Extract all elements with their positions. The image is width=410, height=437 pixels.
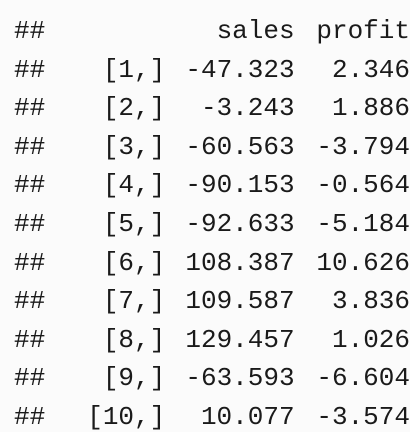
row-index: [8,] — [102, 324, 166, 355]
table-row: ## [8,] 129.457 1.026 — [0, 321, 410, 360]
table-row: ## [10,] 10.077 -3.574 — [0, 398, 410, 437]
profit-value: -0.564 — [316, 170, 410, 201]
sales-value: -3.243 — [200, 93, 295, 124]
profit-value: 1.026 — [331, 324, 410, 355]
profit-value: 2.346 — [331, 54, 410, 85]
comment-prefix: ## — [14, 363, 46, 394]
sales-value: 109.587 — [185, 286, 295, 317]
header-row: ## sales profit — [0, 12, 410, 51]
header-profit: profit — [316, 16, 410, 46]
profit-value: 3.836 — [331, 286, 410, 317]
row-index: [7,] — [102, 286, 166, 317]
sales-value: 129.457 — [185, 324, 295, 355]
sales-value: 10.077 — [200, 401, 295, 432]
profit-value: -5.184 — [316, 208, 410, 239]
row-index: [2,] — [102, 93, 166, 124]
sales-value: 108.387 — [185, 247, 295, 278]
profit-value: -3.794 — [316, 131, 410, 162]
table-row: ## [2,] -3.243 1.886 — [0, 89, 410, 128]
table-row: ## [1,] -47.323 2.346 — [0, 51, 410, 90]
table-row: ## [6,] 108.387 10.626 — [0, 244, 410, 283]
comment-prefix: ## — [14, 247, 46, 278]
comment-prefix: ## — [14, 324, 46, 355]
comment-prefix: ## — [14, 286, 46, 317]
table-row: ## [9,] -63.593 -6.604 — [0, 359, 410, 398]
row-index: [5,] — [102, 208, 166, 239]
row-index: [3,] — [102, 131, 166, 162]
comment-prefix: ## — [14, 208, 46, 239]
table-row: ## [3,] -60.563 -3.794 — [0, 128, 410, 167]
table-row: ## [5,] -92.633 -5.184 — [0, 205, 410, 244]
sales-value: -47.323 — [185, 54, 295, 85]
row-index: [10,] — [87, 401, 166, 432]
profit-value: 1.886 — [331, 93, 410, 124]
sales-value: -63.593 — [185, 363, 295, 394]
comment-prefix: ## — [14, 54, 46, 85]
profit-value: -6.604 — [316, 363, 410, 394]
comment-prefix: ## — [14, 16, 46, 46]
comment-prefix: ## — [14, 401, 46, 432]
table-row: ## [4,] -90.153 -0.564 — [0, 166, 410, 205]
row-index: [6,] — [102, 247, 166, 278]
comment-prefix: ## — [14, 93, 46, 124]
row-index: [1,] — [102, 54, 166, 85]
sales-value: -90.153 — [185, 170, 295, 201]
row-index: [9,] — [102, 363, 166, 394]
table-row: ## [7,] 109.587 3.836 — [0, 282, 410, 321]
comment-prefix: ## — [14, 131, 46, 162]
sales-value: -92.633 — [185, 208, 295, 239]
profit-value: -3.574 — [316, 401, 410, 432]
profit-value: 10.626 — [316, 247, 410, 278]
comment-prefix: ## — [14, 170, 46, 201]
header-sales: sales — [216, 16, 295, 46]
row-index: [4,] — [102, 170, 166, 201]
sales-value: -60.563 — [185, 131, 295, 162]
